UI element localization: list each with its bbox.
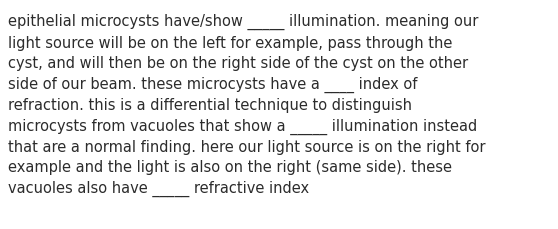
Text: epithelial microcysts have/show _____ illumination. meaning our
light source wil: epithelial microcysts have/show _____ il… <box>8 14 485 196</box>
